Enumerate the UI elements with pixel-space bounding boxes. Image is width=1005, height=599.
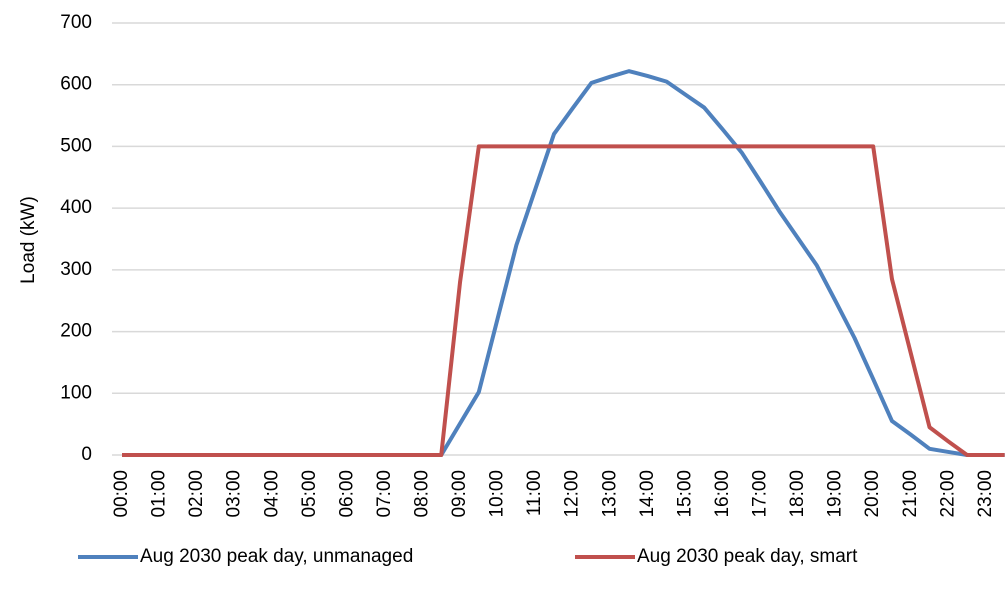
x-tick-label: 20:00 bbox=[862, 470, 883, 518]
x-tick-label: 00:00 bbox=[111, 470, 132, 518]
x-tick-label: 15:00 bbox=[674, 470, 695, 518]
x-tick-label: 10:00 bbox=[487, 470, 508, 518]
series-line bbox=[122, 69, 1005, 457]
legend-label: Aug 2030 peak day, unmanaged bbox=[140, 546, 413, 567]
x-tick-label: 18:00 bbox=[787, 470, 808, 518]
x-tick-label: 17:00 bbox=[750, 470, 771, 518]
x-tick-label: 03:00 bbox=[224, 470, 245, 518]
x-tick-label: 06:00 bbox=[336, 470, 357, 518]
legend-label: Aug 2030 peak day, smart bbox=[637, 546, 858, 567]
y-tick-label: 500 bbox=[60, 135, 92, 156]
x-tick-label: 07:00 bbox=[374, 470, 395, 518]
x-tick-label: 22:00 bbox=[937, 470, 958, 518]
y-tick-label: 0 bbox=[81, 444, 92, 465]
x-tick-label: 16:00 bbox=[712, 470, 733, 518]
x-tick-label: 19:00 bbox=[825, 470, 846, 518]
series-line bbox=[122, 144, 1005, 457]
x-tick-label: 23:00 bbox=[975, 470, 996, 518]
x-tick-label: 12:00 bbox=[562, 470, 583, 518]
x-tick-label: 13:00 bbox=[599, 470, 620, 518]
y-axis-label: Load (kW) bbox=[18, 196, 39, 284]
x-tick-label: 11:00 bbox=[524, 470, 545, 516]
x-tick-label: 09:00 bbox=[449, 470, 470, 518]
y-tick-label: 100 bbox=[60, 382, 92, 403]
x-tick-label: 08:00 bbox=[411, 470, 432, 518]
x-tick-label: 14:00 bbox=[637, 470, 658, 518]
x-tick-label: 04:00 bbox=[261, 470, 282, 518]
x-tick-label: 05:00 bbox=[299, 470, 320, 518]
x-tick-label: 01:00 bbox=[149, 470, 170, 518]
y-tick-label: 300 bbox=[60, 259, 92, 280]
y-tick-label: 400 bbox=[60, 197, 92, 218]
y-tick-label: 700 bbox=[60, 12, 92, 33]
y-tick-label: 600 bbox=[60, 74, 92, 95]
x-tick-label: 21:00 bbox=[900, 470, 921, 518]
y-tick-label: 200 bbox=[60, 321, 92, 342]
x-tick-label: 02:00 bbox=[186, 470, 207, 518]
